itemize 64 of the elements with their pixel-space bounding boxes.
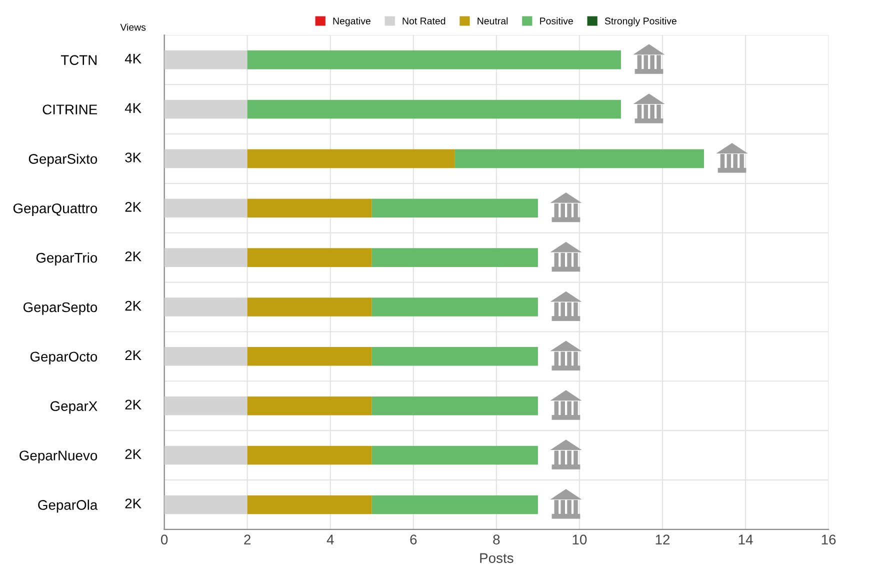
bar [247,50,621,70]
text: 2K [125,498,142,508]
text: 2K [125,449,142,459]
bar [247,396,372,416]
y-tick-label: GeparTrio [36,252,98,266]
x-tick-label: 4 [326,534,334,544]
bar [454,149,704,168]
bar [164,50,248,70]
y-tick-label: GeparSixto [28,154,98,167]
bar [247,495,372,514]
bar [164,347,248,366]
y-tick-label: GeparX [50,401,98,414]
bar [372,347,538,366]
legend-label: Positive [540,17,573,24]
text: 4K [124,103,142,113]
legend-label: Strongly Positive [604,17,676,26]
bar [247,347,372,366]
bar [372,396,538,416]
bar [164,495,248,514]
bar [247,100,621,119]
x-tick-label: 2 [244,534,251,544]
bar [164,298,248,316]
y-tick-label: GeparNuevo [20,450,98,464]
text: 2K [125,202,142,212]
bar [164,198,248,218]
bar [247,248,372,267]
bar [164,446,248,465]
x-tick-label: 6 [410,534,417,544]
x-tick-label: 10 [572,534,587,544]
bar [247,298,372,316]
bar [372,446,538,465]
bar [164,100,248,119]
y-tick-label: GeparQuattro [13,203,98,216]
y-tick-label: TCTN [60,55,97,65]
y-axis-title: Views [120,24,146,31]
bar [164,149,248,168]
bar [247,149,455,168]
bar [372,198,538,218]
x-tick-label: 0 [160,534,168,544]
bar [164,396,248,416]
legend-label: Negative [333,17,370,26]
legend-label: Neutral [478,17,508,24]
y-tick-label: GeparSepto [23,302,98,315]
text: 2K [125,251,142,262]
x-tick-label: 8 [493,534,500,544]
legend-label: Not Rated [402,17,446,24]
text: 2K [125,400,142,410]
x-axis-title: Posts [480,553,514,563]
y-tick-label: GeparOla [38,500,98,513]
text: 3K [125,152,142,162]
y-tick-label: CITRINE [42,104,98,114]
bar [372,298,538,316]
bar [372,248,538,267]
text: 4K [124,54,142,64]
x-tick-label: 12 [656,534,670,544]
x-tick-label: 14 [738,534,753,544]
text: 2K [125,350,142,360]
bar [247,446,372,465]
x-tick-label: 16 [822,534,836,544]
bar [164,248,248,267]
y-tick-label: GeparOcto [30,352,98,364]
text: 2K [125,300,142,311]
bar [247,198,372,218]
bar [372,495,538,514]
